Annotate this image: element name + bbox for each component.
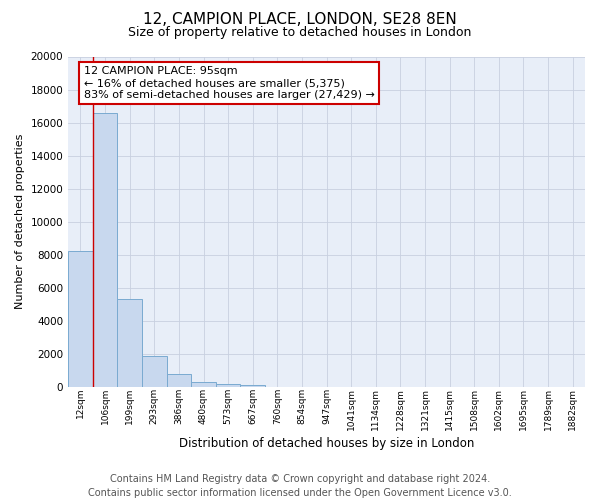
Bar (216, 384, 241, 386)
Bar (118, 299, 142, 386)
Bar (68, 251, 93, 386)
Text: Size of property relative to detached houses in London: Size of property relative to detached ho… (128, 26, 472, 39)
Y-axis label: Number of detached properties: Number of detached properties (15, 134, 25, 309)
Text: 12 CAMPION PLACE: 95sqm
← 16% of detached houses are smaller (5,375)
83% of semi: 12 CAMPION PLACE: 95sqm ← 16% of detache… (83, 66, 374, 100)
Bar (93, 112, 118, 386)
Bar (167, 374, 191, 386)
Bar (142, 356, 167, 386)
Bar (191, 382, 216, 386)
X-axis label: Distribution of detached houses by size in London: Distribution of detached houses by size … (179, 437, 474, 450)
Text: 12, CAMPION PLACE, LONDON, SE28 8EN: 12, CAMPION PLACE, LONDON, SE28 8EN (143, 12, 457, 28)
Text: Contains HM Land Registry data © Crown copyright and database right 2024.
Contai: Contains HM Land Registry data © Crown c… (88, 474, 512, 498)
Bar (241, 385, 265, 386)
